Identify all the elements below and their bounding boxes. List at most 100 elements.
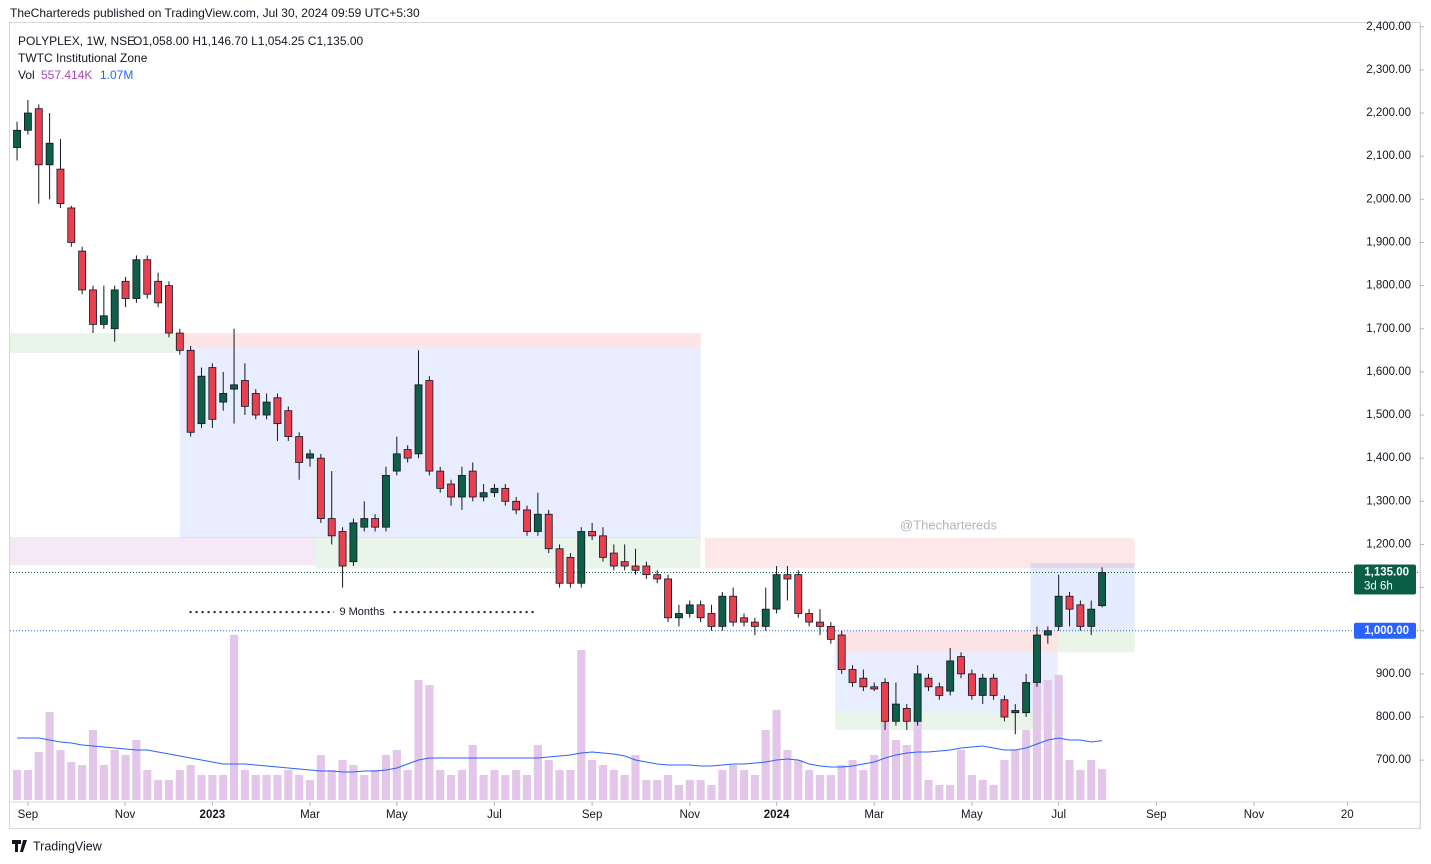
zone [315,537,701,569]
candle-body [371,518,380,528]
candle-body [674,613,683,619]
price-label: 1,000.00 [1364,625,1409,637]
candle-body [121,280,130,299]
candle-body [447,483,455,498]
measure-label: 9 Months [339,606,385,618]
volume-title: Vol [18,68,35,82]
volume-bar [902,745,911,800]
candle-body [1043,630,1052,636]
candle-body [978,677,987,696]
candle-body [729,595,738,623]
volume-bar [1076,770,1085,800]
volume-bar [338,760,347,800]
volume-bar [1011,750,1020,800]
volume-bar [121,755,130,800]
price-label-bg [1354,622,1416,639]
candle-body [23,112,32,131]
published-note: TheChartereds published on TradingView.c… [10,6,420,20]
volume-bar [761,730,770,800]
volume-bar [837,765,846,800]
candle-body [816,621,824,627]
candle-body [935,686,944,696]
volume-bar [229,635,239,800]
candle-body [56,168,65,205]
candle-body [653,574,662,580]
candle-body [794,574,803,614]
candle-body [34,108,43,166]
volume-bar [164,780,174,800]
tv-logo [12,840,27,852]
volume-value: 557.414K [41,68,92,82]
candle-body [512,500,521,511]
zone [835,712,1058,730]
price-sublabel: 3d 6h [1364,581,1393,593]
volume-bar [946,785,955,800]
candle-body [1076,604,1085,627]
candle-body [382,475,390,528]
volume-bar [598,765,608,800]
footer-brand: TradingView [33,839,103,853]
volume-bar [1022,730,1031,800]
volume-bar [1032,670,1042,800]
candle-body [892,703,900,722]
candle-body [881,682,890,722]
volume-bar [240,770,249,800]
y-tick-label: 2,400.00 [1366,21,1411,33]
volume-bar [327,770,336,800]
price-label: 1,135.00 [1364,567,1409,579]
x-tick-label: Mar [300,809,320,821]
x-tick-label: Nov [115,809,136,821]
candle-body [230,384,238,390]
volume-bar [859,770,868,800]
candle-body [468,470,477,498]
candle-body [165,285,173,334]
volume-bar [664,775,673,800]
candle-body [219,393,228,403]
volume-bar [349,765,358,800]
zone [1057,630,1135,653]
volume-bar [262,775,271,800]
candle-body [772,574,781,610]
volume-bar [143,770,152,800]
y-tick-label: 1,700.00 [1366,323,1411,335]
volume-bar [305,780,315,800]
y-tick-label: 1,400.00 [1366,452,1411,464]
candle-body [273,397,282,425]
indicator-name: TWTC Institutional Zone [18,51,148,65]
candle-body [295,436,304,463]
x-tick-label: Jul [487,809,502,821]
volume-bar [284,770,293,800]
candle-body [45,142,54,166]
y-tick-label: 2,000.00 [1366,193,1411,205]
volume-bar [501,775,510,800]
candle-body [1011,710,1020,714]
candle-body [436,470,445,489]
candle-body [360,518,369,528]
candle-body [783,574,792,580]
candle-body [642,565,651,576]
volume-bar [718,770,727,800]
candle-body [1087,608,1096,627]
candle-body [284,410,293,437]
candle-body [902,707,911,722]
volume-bar [186,765,195,800]
x-tick-label: 2023 [200,809,226,821]
volume-bar [707,785,716,800]
ohlc: O1,058.00 H1,146.70 L1,054.25 C1,135.00 [133,34,364,48]
candle-body [707,613,716,627]
candle-body [957,656,965,675]
candle-body [392,453,401,472]
volume-bar [88,730,98,800]
candle-body [143,259,152,295]
x-tick-label: Sep [18,809,38,821]
candle-body [588,531,597,537]
candle-body [132,259,141,299]
candle-body [989,677,998,696]
candle-body [1022,682,1031,714]
candle-body [664,578,672,619]
volume-bar [1000,760,1009,800]
candle-body [13,129,21,148]
volume-bar [522,775,532,800]
volume-bar [739,770,749,800]
candle-body [848,669,857,683]
